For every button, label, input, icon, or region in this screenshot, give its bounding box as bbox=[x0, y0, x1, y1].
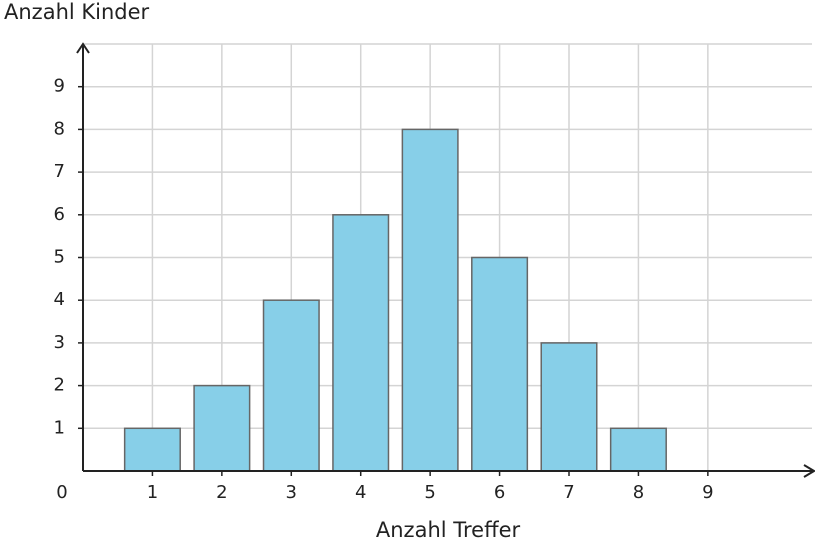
bar bbox=[193, 384, 251, 472]
bar bbox=[471, 256, 529, 472]
y-tick-label: 2 bbox=[54, 375, 65, 396]
y-tick-label: 3 bbox=[54, 332, 65, 353]
origin-label: 0 bbox=[56, 482, 67, 503]
y-tick-label: 7 bbox=[54, 161, 65, 182]
x-tick-label: 3 bbox=[286, 482, 297, 503]
y-tick-label: 8 bbox=[54, 118, 65, 139]
y-axis-arrow bbox=[76, 42, 90, 54]
x-tick-label: 4 bbox=[355, 482, 366, 503]
x-tick-label: 2 bbox=[216, 482, 227, 503]
x-axis-arrow bbox=[803, 464, 815, 478]
y-axis-title: Anzahl Kinder bbox=[4, 0, 150, 24]
y-tick-label: 6 bbox=[54, 204, 65, 225]
x-tick-label: 7 bbox=[563, 482, 574, 503]
bar bbox=[332, 214, 390, 472]
x-tick-label: 1 bbox=[147, 482, 158, 503]
x-tick-label: 6 bbox=[494, 482, 505, 503]
bar bbox=[540, 342, 598, 472]
x-tick-label: 5 bbox=[424, 482, 435, 503]
x-tick-label: 8 bbox=[633, 482, 644, 503]
y-tick-label: 4 bbox=[54, 289, 65, 310]
y-tick-label: 1 bbox=[54, 417, 65, 438]
x-axis-title: Anzahl Treffer bbox=[376, 518, 521, 542]
bar bbox=[262, 299, 320, 472]
bar bbox=[609, 427, 667, 472]
x-tick-label: 9 bbox=[702, 482, 713, 503]
y-tick-label: 5 bbox=[54, 247, 65, 268]
bar bbox=[401, 128, 459, 472]
y-tick-label: 9 bbox=[54, 76, 65, 97]
bar bbox=[123, 427, 181, 472]
